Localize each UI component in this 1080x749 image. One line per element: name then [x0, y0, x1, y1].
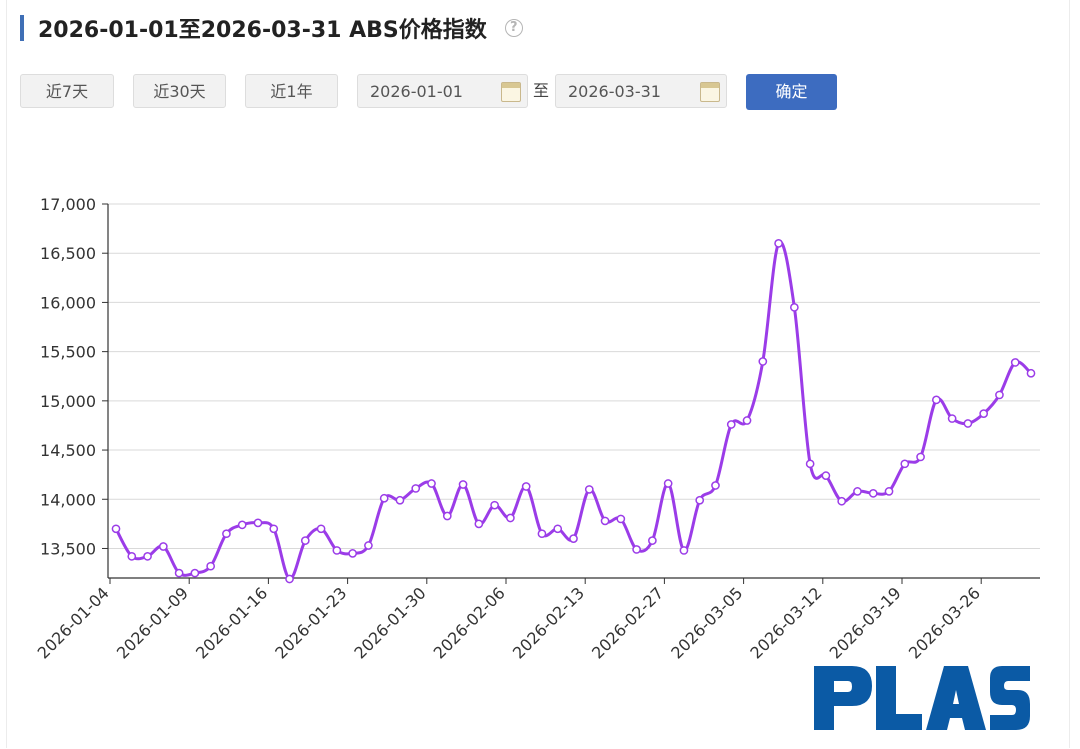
- data-point: [663, 479, 673, 488]
- help-icon[interactable]: ?: [504, 19, 523, 37]
- x-tick-label: 2026-03-05: [667, 583, 746, 662]
- x-tick-label: 2026-02-06: [430, 583, 509, 662]
- data-point: [790, 302, 799, 312]
- data-point: [442, 511, 452, 521]
- date-toolbar: 近7天 近30天 近1年 2026-01-01 至 2026-03-31 确定: [0, 74, 1080, 110]
- data-point: [190, 568, 200, 578]
- data-point: [395, 495, 405, 505]
- data-point: [427, 479, 436, 488]
- data-point: [285, 574, 294, 584]
- y-tick-label: 15,500: [40, 343, 96, 362]
- calendar-icon[interactable]: [501, 82, 521, 102]
- start-date-field[interactable]: 2026-01-01: [357, 74, 528, 108]
- x-tick-label: 2026-01-30: [350, 583, 429, 662]
- data-point: [947, 414, 957, 423]
- data-point: [884, 487, 894, 496]
- x-tick-label: 2026-02-13: [509, 583, 588, 662]
- data-point: [569, 534, 578, 543]
- data-point: [774, 239, 783, 248]
- data-point: [995, 390, 1004, 400]
- data-point: [111, 524, 121, 534]
- y-tick-label: 17,000: [40, 195, 96, 214]
- data-point: [632, 545, 641, 554]
- data-point: [648, 536, 657, 545]
- data-point: [458, 480, 468, 489]
- data-point: [253, 518, 263, 528]
- date-separator: 至: [533, 81, 550, 100]
- x-tick-label: 2026-03-19: [826, 583, 905, 662]
- data-point: [679, 546, 689, 555]
- title-bar: 2026-01-01至2026-03-31 ABS价格指数 ?: [20, 14, 523, 43]
- data-point: [821, 471, 831, 480]
- data-point: [411, 484, 421, 493]
- data-point: [143, 551, 152, 561]
- data-point: [537, 529, 547, 539]
- series-line: [114, 240, 1033, 581]
- data-point: [269, 524, 279, 534]
- data-point: [521, 482, 531, 491]
- x-tick-label: 2026-02-27: [588, 583, 667, 662]
- data-point: [474, 519, 484, 529]
- data-point: [490, 500, 499, 510]
- x-tick-label: 2026-01-04: [34, 583, 113, 662]
- data-point: [127, 551, 137, 561]
- data-point: [158, 542, 168, 551]
- data-point: [364, 541, 373, 550]
- data-point: [805, 459, 815, 469]
- data-point: [695, 495, 705, 505]
- data-point: [616, 514, 626, 524]
- data-point: [174, 568, 184, 578]
- data-point: [979, 409, 989, 418]
- data-point: [553, 524, 563, 534]
- data-point: [1026, 368, 1036, 378]
- end-date-value: 2026-03-31: [568, 82, 661, 101]
- range-30-days-button[interactable]: 近30天: [133, 74, 226, 108]
- page-title: 2026-01-01至2026-03-31 ABS价格指数: [38, 18, 487, 43]
- x-tick-label: 2026-03-12: [746, 583, 825, 662]
- data-point: [222, 529, 231, 539]
- data-point: [316, 524, 326, 534]
- data-point: [758, 357, 768, 366]
- data-point: [584, 485, 594, 494]
- y-tick-label: 15,000: [40, 392, 96, 411]
- x-tick-label: 2026-01-09: [113, 583, 192, 662]
- y-tick-label: 14,000: [40, 490, 96, 509]
- data-point: [868, 489, 878, 498]
- range-7-days-button[interactable]: 近7天: [20, 74, 114, 108]
- y-tick-label: 16,500: [40, 244, 96, 263]
- data-point: [726, 420, 736, 429]
- calendar-icon[interactable]: [700, 82, 720, 102]
- confirm-button[interactable]: 确定: [746, 74, 837, 110]
- data-point: [837, 496, 847, 506]
- data-point: [379, 493, 389, 503]
- data-point: [900, 459, 910, 469]
- range-1-year-button[interactable]: 近1年: [245, 74, 338, 108]
- y-tick-label: 13,500: [40, 539, 96, 558]
- data-point: [1010, 358, 1020, 367]
- end-date-field[interactable]: 2026-03-31: [555, 74, 727, 108]
- x-tick-label: 2026-01-23: [271, 583, 350, 662]
- x-tick-label: 2026-01-16: [192, 583, 271, 662]
- data-point: [916, 452, 925, 462]
- x-tick-label: 2026-03-26: [905, 583, 984, 662]
- data-point: [853, 487, 862, 496]
- data-point: [963, 419, 973, 428]
- y-tick-label: 16,000: [40, 293, 96, 312]
- data-point: [300, 536, 310, 545]
- data-point: [600, 516, 610, 526]
- title-accent-bar: [20, 15, 24, 41]
- panel-frame: [6, 0, 1070, 748]
- plas-logo: [814, 666, 1030, 730]
- data-point: [506, 513, 515, 523]
- data-point: [742, 416, 752, 425]
- data-point: [348, 549, 357, 558]
- start-date-value: 2026-01-01: [370, 82, 463, 101]
- data-point: [237, 520, 247, 530]
- data-point: [206, 561, 216, 571]
- data-point: [332, 546, 342, 555]
- data-point: [931, 395, 941, 405]
- data-point: [711, 481, 720, 490]
- y-tick-label: 14,500: [40, 441, 96, 460]
